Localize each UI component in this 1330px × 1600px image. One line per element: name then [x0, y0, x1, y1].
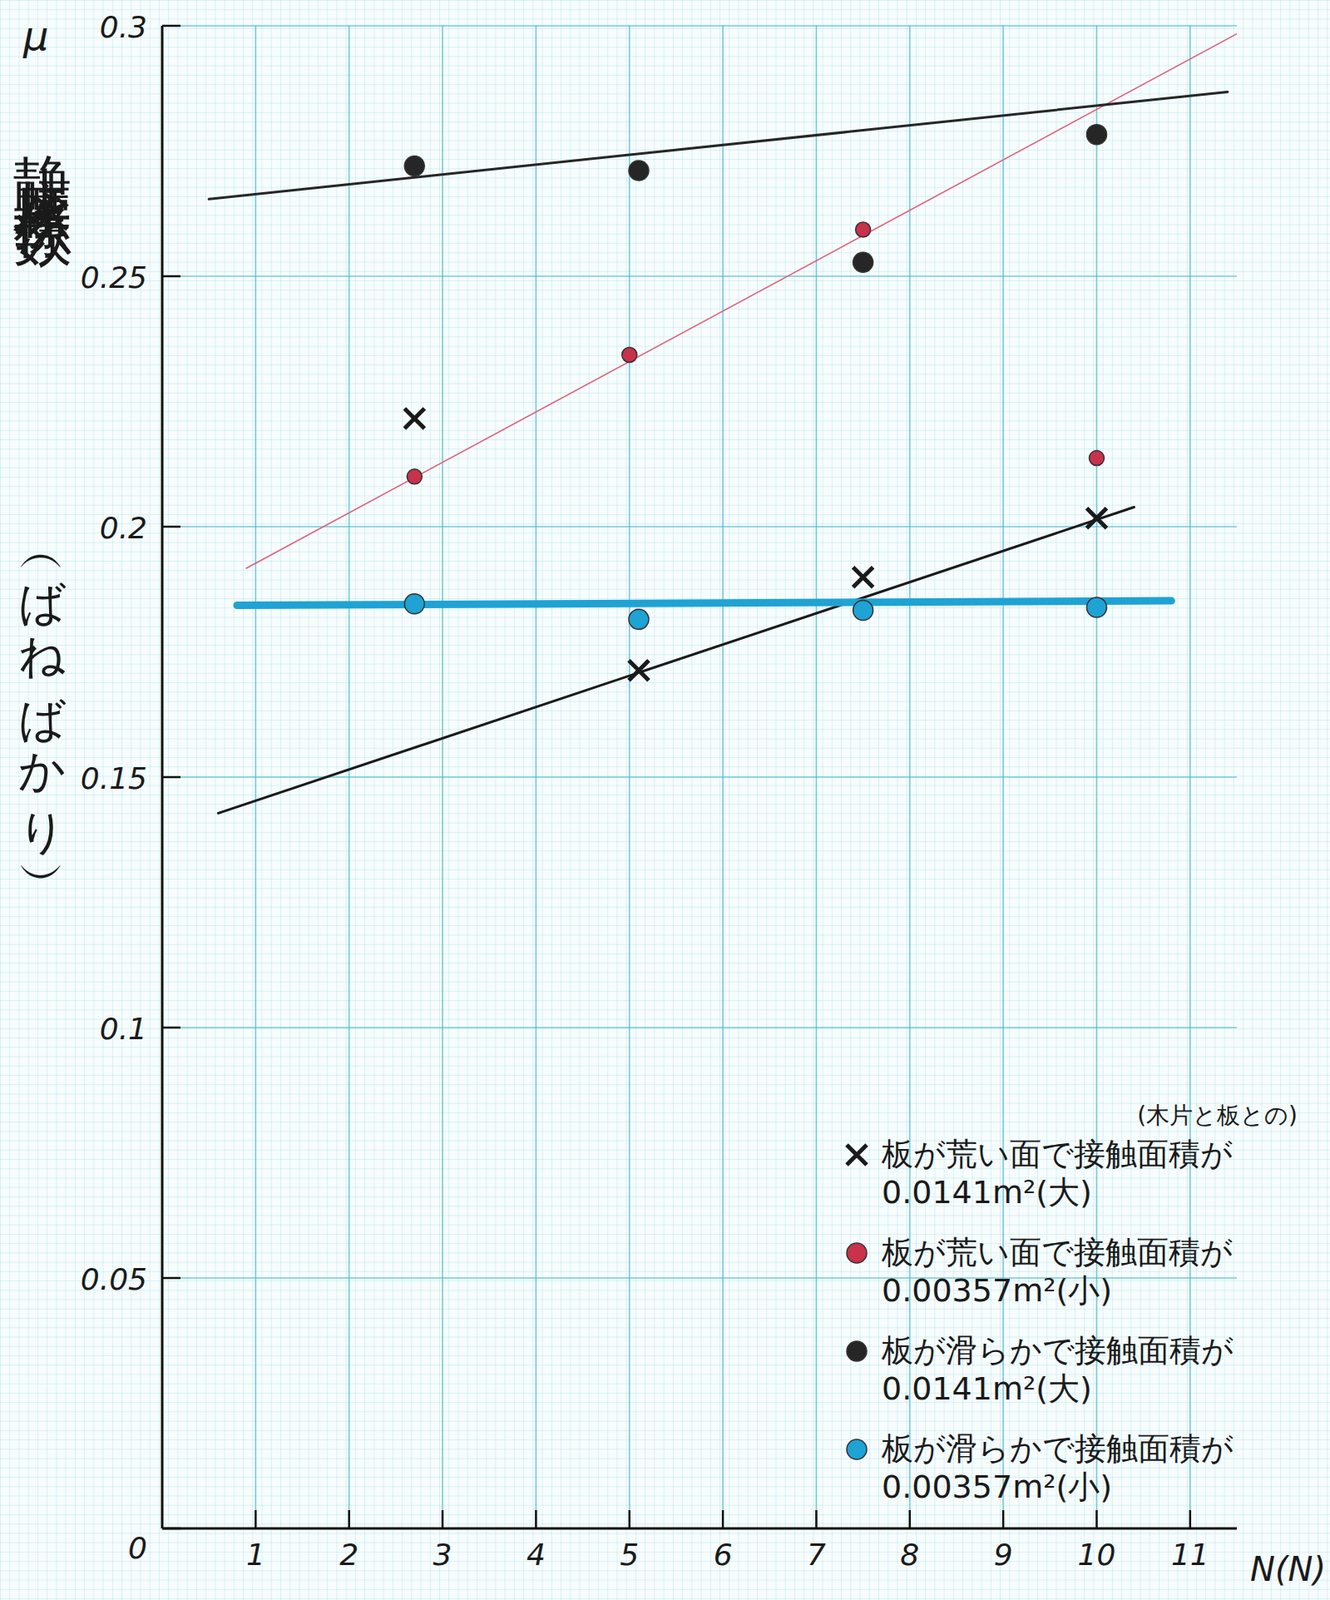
x-tick-label: 8	[899, 1537, 920, 1572]
x-tick-label: 6	[713, 1537, 733, 1572]
y-tick-label: 0.15	[80, 761, 148, 796]
x-tick	[627, 1509, 631, 1528]
fit-line	[237, 600, 1172, 605]
fit-line	[246, 34, 1237, 569]
legend-marker	[846, 1438, 867, 1459]
y-tick-label: 0.05	[80, 1261, 148, 1296]
data-point	[404, 408, 425, 429]
y-tick	[162, 1527, 181, 1530]
grid-line-y	[162, 1527, 1237, 1529]
y-tick	[162, 1276, 181, 1280]
x-tick	[534, 1509, 538, 1528]
x-tick	[1095, 1509, 1098, 1528]
x-tick-label: 5	[619, 1537, 639, 1572]
y-axis-title: 静止摩擦係数	[9, 108, 78, 268]
grid-line-x	[441, 25, 444, 1528]
data-point	[406, 469, 422, 485]
data-point	[622, 347, 638, 363]
data-point	[855, 222, 871, 238]
data-point	[1086, 124, 1107, 145]
grid-line-x	[721, 25, 724, 1528]
legend-note: (木片と板との)	[1137, 1101, 1298, 1129]
x-tick-label: 11	[1171, 1537, 1210, 1572]
x-tick-label: 7	[806, 1537, 826, 1572]
y-axis-subtitle: （ばねばかり）	[16, 540, 71, 879]
legend-label: 板が滑らかで接触面積が0.00357m²(小)	[880, 1429, 1234, 1505]
legend-label: 板が荒い面で接触面積が0.0141m²(大)	[880, 1135, 1233, 1211]
y-tick-label: 0	[128, 1530, 148, 1565]
y-tick	[162, 1026, 181, 1029]
x-axis	[162, 1527, 1237, 1530]
grid-line-x	[815, 25, 818, 1528]
x-tick-label: 9	[993, 1537, 1014, 1572]
x-tick	[815, 1509, 818, 1528]
grid-line-x	[255, 25, 258, 1528]
data-point	[404, 593, 425, 614]
x-axis-title: N(N)	[1250, 1549, 1326, 1588]
y-tick	[162, 776, 181, 779]
x-tick	[254, 1509, 258, 1528]
legend: (木片と板との) 板が荒い面で接触面積が0.0141m²(大) 板が荒い面で接触面積…	[846, 1101, 1298, 1505]
y-tick-label: 0.2	[99, 510, 148, 545]
x-tick-label: 10	[1077, 1537, 1117, 1572]
data-point	[628, 608, 649, 629]
grid-line-y	[162, 275, 1237, 277]
data-point	[1088, 450, 1104, 466]
x-tick-label: 2	[339, 1537, 359, 1572]
grid-line-x	[628, 25, 631, 1528]
x-tick-label: 3	[433, 1537, 453, 1572]
y-tick	[162, 525, 181, 529]
y-axis-symbol: μ	[22, 12, 50, 60]
data-point	[404, 156, 425, 177]
chart: 0 0.05 0.1 0.15 0.2 0.25 0.3 1 2 3 4 5 6 7 8 9 10 11 μ 静止摩擦…	[0, 0, 1330, 1600]
x-tick	[1189, 1509, 1192, 1528]
x-tick	[441, 1509, 445, 1528]
data-point	[853, 567, 874, 588]
legend-label: 板が滑らかで接触面積が0.0141m²(大)	[880, 1331, 1234, 1407]
data-point	[853, 600, 874, 621]
data-point	[628, 160, 649, 181]
legend-label: 板が荒い面で接触面積が0.00357m²(小)	[880, 1233, 1233, 1309]
x-tick	[909, 1509, 912, 1528]
grid-line-x	[348, 25, 351, 1528]
grid-line-x	[535, 25, 538, 1528]
y-tick-label: 0.25	[80, 260, 148, 295]
x-tick	[347, 1509, 351, 1528]
plot-marks	[208, 34, 1237, 814]
y-tick-label: 0.3	[99, 9, 148, 45]
x-tick-label: 1	[246, 1537, 266, 1572]
x-tick	[721, 1509, 725, 1528]
data-point	[628, 660, 649, 681]
fit-line	[217, 507, 1134, 814]
data-point	[1086, 597, 1107, 618]
fit-line	[208, 91, 1228, 199]
y-tick	[162, 24, 181, 28]
data-point	[853, 252, 874, 272]
y-tick-label: 0.1	[99, 1011, 148, 1046]
legend-marker	[846, 1242, 867, 1263]
grid-line-x	[1189, 25, 1192, 1528]
y-tick	[162, 275, 181, 278]
grid-line-y	[162, 24, 1237, 27]
legend-marker	[846, 1340, 867, 1361]
x-tick	[1002, 1509, 1005, 1528]
data-point	[1086, 508, 1107, 529]
grid-line-y	[162, 1026, 1237, 1029]
legend-marker	[846, 1144, 867, 1165]
x-tick-label: 4	[526, 1537, 546, 1572]
